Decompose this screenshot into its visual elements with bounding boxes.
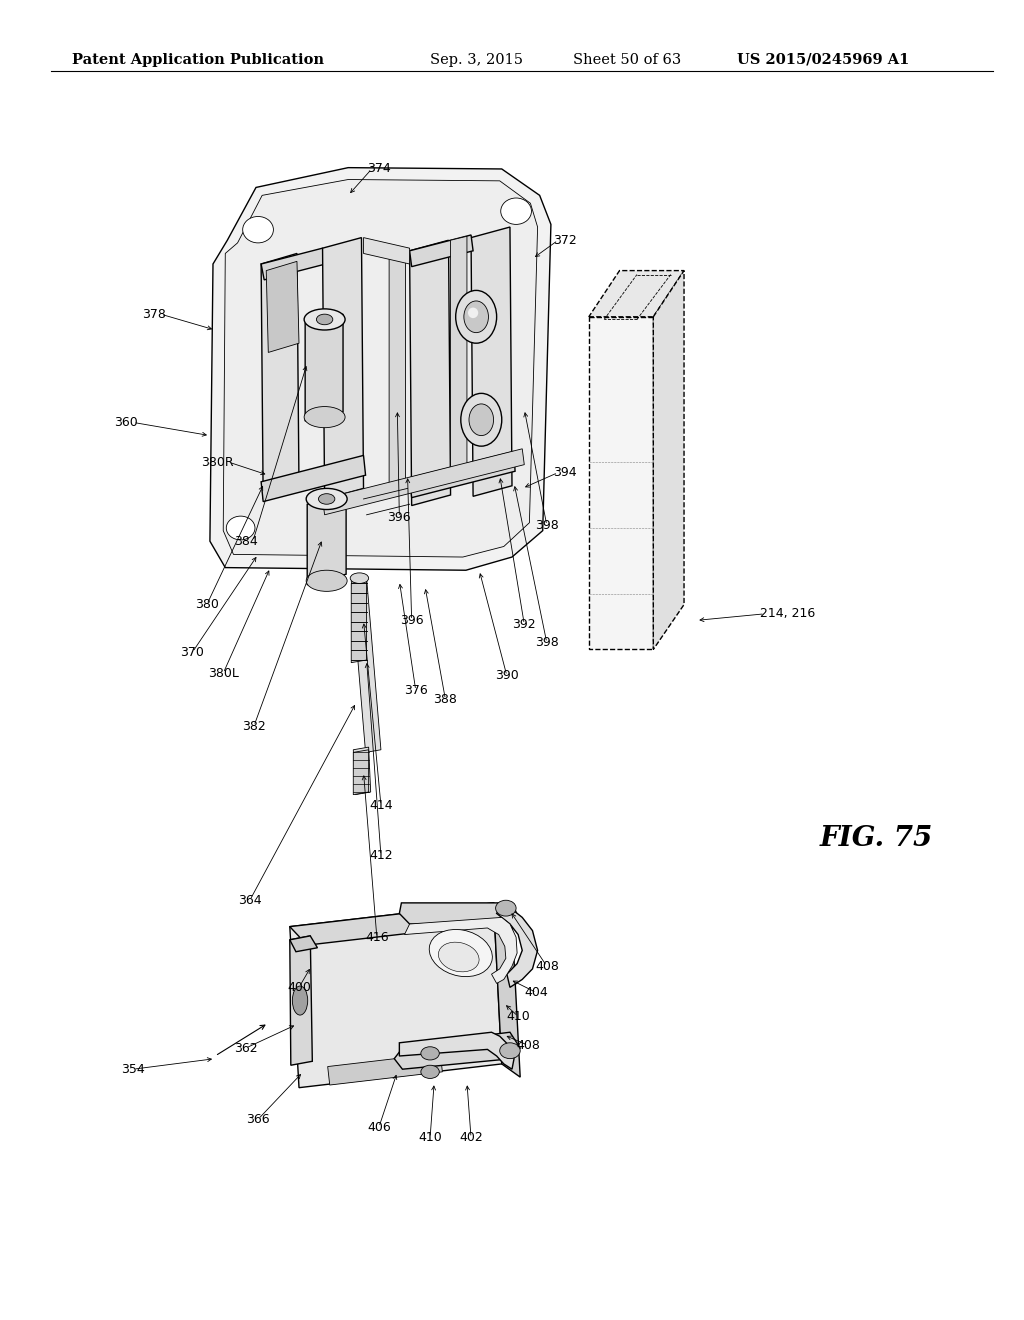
Polygon shape — [399, 1032, 514, 1069]
Ellipse shape — [421, 1047, 439, 1060]
Text: 414: 414 — [369, 799, 393, 812]
Polygon shape — [653, 271, 684, 649]
Polygon shape — [451, 236, 467, 479]
Text: 396: 396 — [387, 511, 412, 524]
Ellipse shape — [438, 942, 479, 972]
Ellipse shape — [243, 216, 273, 243]
Text: 366: 366 — [246, 1113, 270, 1126]
Polygon shape — [290, 936, 317, 952]
Text: 362: 362 — [233, 1041, 258, 1055]
Text: 360: 360 — [115, 416, 138, 429]
Text: 214, 216: 214, 216 — [760, 607, 815, 620]
Text: 408: 408 — [535, 960, 559, 973]
Polygon shape — [353, 750, 369, 795]
Text: 398: 398 — [535, 636, 559, 649]
Text: 396: 396 — [399, 614, 424, 627]
Ellipse shape — [226, 516, 255, 540]
Text: 412: 412 — [369, 849, 393, 862]
Text: 388: 388 — [433, 693, 458, 706]
Polygon shape — [266, 261, 299, 352]
Ellipse shape — [306, 570, 347, 591]
Polygon shape — [410, 451, 515, 498]
Text: 406: 406 — [367, 1121, 391, 1134]
Polygon shape — [305, 314, 343, 421]
Polygon shape — [364, 238, 410, 264]
Polygon shape — [261, 455, 366, 502]
Ellipse shape — [304, 407, 345, 428]
Polygon shape — [261, 253, 299, 499]
Ellipse shape — [350, 573, 369, 583]
Polygon shape — [494, 903, 520, 1077]
Ellipse shape — [318, 494, 335, 504]
Text: 374: 374 — [367, 162, 390, 176]
Text: US 2015/0245969 A1: US 2015/0245969 A1 — [737, 53, 909, 67]
Text: 384: 384 — [234, 535, 258, 548]
Polygon shape — [328, 1053, 442, 1085]
Polygon shape — [471, 227, 512, 496]
Polygon shape — [589, 317, 653, 649]
Ellipse shape — [500, 1043, 520, 1059]
Polygon shape — [589, 271, 684, 317]
Text: FIG. 75: FIG. 75 — [819, 825, 933, 851]
Polygon shape — [323, 238, 364, 499]
Text: 408: 408 — [516, 1039, 541, 1052]
Polygon shape — [351, 578, 381, 752]
Text: 372: 372 — [553, 234, 577, 247]
Text: 376: 376 — [403, 684, 428, 697]
Text: Sheet 50 of 63: Sheet 50 of 63 — [573, 53, 682, 67]
Polygon shape — [410, 235, 473, 267]
Ellipse shape — [316, 314, 333, 325]
Text: 380L: 380L — [208, 667, 239, 680]
Ellipse shape — [293, 986, 307, 1015]
Ellipse shape — [468, 308, 478, 318]
Text: 400: 400 — [287, 981, 311, 994]
Polygon shape — [497, 903, 538, 987]
Text: 394: 394 — [553, 466, 577, 479]
Polygon shape — [323, 449, 524, 515]
Polygon shape — [404, 917, 517, 983]
Text: 390: 390 — [495, 669, 519, 682]
Text: 380R: 380R — [201, 455, 233, 469]
Text: Sep. 3, 2015: Sep. 3, 2015 — [430, 53, 523, 67]
Ellipse shape — [501, 198, 531, 224]
Text: 416: 416 — [365, 931, 389, 944]
Polygon shape — [210, 168, 551, 570]
Ellipse shape — [456, 290, 497, 343]
Polygon shape — [261, 248, 326, 280]
Text: 378: 378 — [142, 308, 166, 321]
Polygon shape — [290, 936, 312, 1065]
Text: 392: 392 — [512, 618, 537, 631]
Ellipse shape — [461, 393, 502, 446]
Ellipse shape — [464, 301, 488, 333]
Text: 380: 380 — [195, 598, 219, 611]
Ellipse shape — [304, 309, 345, 330]
Polygon shape — [351, 581, 367, 663]
Text: 398: 398 — [535, 519, 559, 532]
Polygon shape — [394, 1032, 520, 1069]
Text: 404: 404 — [524, 986, 549, 999]
Ellipse shape — [421, 1065, 439, 1078]
Ellipse shape — [469, 404, 494, 436]
Polygon shape — [410, 240, 451, 506]
Ellipse shape — [306, 488, 347, 510]
Polygon shape — [307, 494, 346, 585]
Ellipse shape — [429, 929, 493, 977]
Polygon shape — [290, 903, 512, 945]
Text: Patent Application Publication: Patent Application Publication — [72, 53, 324, 67]
Text: 364: 364 — [238, 894, 262, 907]
Polygon shape — [290, 903, 502, 1088]
Text: 410: 410 — [418, 1131, 442, 1144]
Polygon shape — [223, 180, 538, 557]
Text: 370: 370 — [180, 645, 205, 659]
Polygon shape — [399, 903, 520, 924]
Text: 402: 402 — [459, 1131, 483, 1144]
Text: 410: 410 — [506, 1010, 530, 1023]
Text: 382: 382 — [242, 719, 266, 733]
Polygon shape — [389, 249, 406, 490]
Polygon shape — [353, 747, 371, 795]
Ellipse shape — [496, 900, 516, 916]
Text: 354: 354 — [121, 1063, 145, 1076]
